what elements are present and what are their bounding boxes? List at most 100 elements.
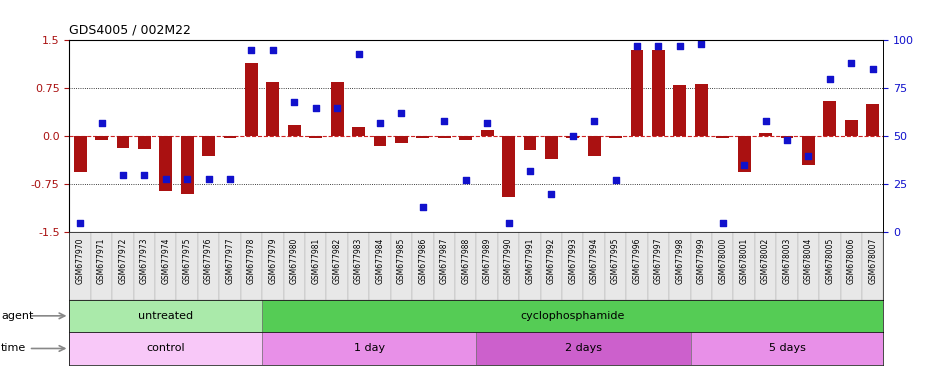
Bar [498,232,519,300]
Bar [203,136,215,156]
Bar [155,232,177,300]
Bar [524,136,536,151]
Bar [74,136,87,172]
Point [223,175,238,182]
Bar [776,232,797,300]
Text: agent: agent [1,311,33,321]
Text: GSM677977: GSM677977 [226,238,235,284]
Text: GSM678001: GSM678001 [740,238,748,284]
Bar [673,85,686,136]
Point [586,118,601,124]
Bar [605,232,626,300]
Bar [566,136,579,137]
Text: GSM678004: GSM678004 [804,238,813,284]
Text: GSM677983: GSM677983 [354,238,363,284]
Point [544,191,559,197]
Point [179,175,194,182]
Bar [797,232,820,300]
Bar [245,63,258,136]
Text: GSM677991: GSM677991 [525,238,535,284]
Point [116,172,130,178]
Text: 2 days: 2 days [565,343,602,354]
Text: GSM677997: GSM677997 [654,238,663,284]
Bar [288,125,301,136]
Text: GSM677981: GSM677981 [311,238,320,284]
Bar [802,136,815,165]
Text: GSM677980: GSM677980 [290,238,299,284]
Text: GSM677992: GSM677992 [547,238,556,284]
Text: GSM677972: GSM677972 [118,238,128,284]
Bar [159,136,172,191]
Bar [823,101,836,136]
Text: GSM677986: GSM677986 [418,238,427,284]
Bar [262,332,476,365]
Bar [562,232,584,300]
Bar [305,232,327,300]
Point [694,41,709,47]
Point [415,204,430,210]
Text: GSM677998: GSM677998 [675,238,684,284]
Text: GSM677984: GSM677984 [376,238,385,284]
Bar [352,127,365,136]
Text: GSM677988: GSM677988 [462,238,470,284]
Bar [691,332,883,365]
Bar [416,136,429,137]
Bar [481,130,494,136]
Point [265,47,280,53]
Bar [669,232,691,300]
Bar [695,84,708,136]
Point [651,43,666,49]
Text: 5 days: 5 days [769,343,806,354]
Point [158,175,173,182]
Bar [648,232,669,300]
Bar [866,104,879,136]
Bar [781,136,794,137]
Point [73,220,88,226]
Text: GSM677995: GSM677995 [611,238,620,284]
Point [758,118,773,124]
Text: GSM678007: GSM678007 [869,238,877,284]
Bar [841,232,862,300]
Point [565,133,580,139]
Point [287,99,302,105]
Bar [652,50,665,136]
Bar [117,136,130,148]
Text: GSM678005: GSM678005 [825,238,834,284]
Bar [738,136,750,172]
Point [329,104,344,111]
Text: GSM677978: GSM677978 [247,238,256,284]
Text: untreated: untreated [138,311,193,321]
Bar [584,232,605,300]
Point [780,137,795,143]
Bar [455,232,476,300]
Text: GSM677989: GSM677989 [483,238,491,284]
Text: GSM677985: GSM677985 [397,238,406,284]
Text: GSM677979: GSM677979 [268,238,278,284]
Point [244,47,259,53]
Bar [331,82,343,136]
Text: GSM677974: GSM677974 [161,238,170,284]
Bar [631,50,644,136]
Text: GSM677982: GSM677982 [333,238,341,284]
Text: GDS4005 / 002M22: GDS4005 / 002M22 [69,23,191,36]
Bar [369,232,390,300]
Bar [845,120,857,136]
Text: GSM677970: GSM677970 [76,238,84,284]
Point [822,76,837,82]
Point [373,120,388,126]
Text: GSM677971: GSM677971 [97,238,106,284]
Point [437,118,451,124]
Bar [716,136,729,137]
Bar [262,232,284,300]
Point [94,120,109,126]
Bar [691,232,712,300]
Text: GSM678006: GSM678006 [846,238,856,284]
Bar [133,232,155,300]
Bar [459,136,472,139]
Point [672,43,687,49]
Point [458,177,473,184]
Bar [138,136,151,149]
Text: GSM678003: GSM678003 [783,238,792,284]
Bar [327,232,348,300]
Bar [712,232,734,300]
